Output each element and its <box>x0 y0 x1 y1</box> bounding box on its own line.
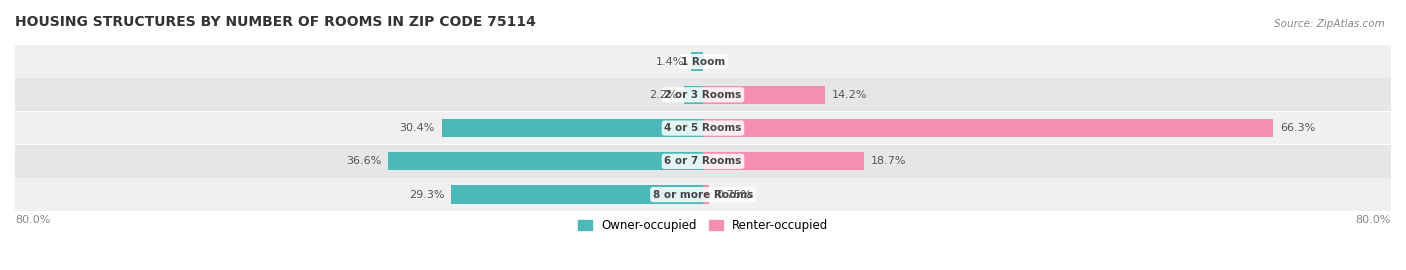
Legend: Owner-occupied, Renter-occupied: Owner-occupied, Renter-occupied <box>572 214 834 237</box>
Bar <box>690 52 703 71</box>
Bar <box>388 152 703 170</box>
Bar <box>15 79 1391 111</box>
Text: 2 or 3 Rooms: 2 or 3 Rooms <box>665 90 741 100</box>
Text: 4 or 5 Rooms: 4 or 5 Rooms <box>664 123 742 133</box>
Bar <box>703 86 825 104</box>
Text: 8 or more Rooms: 8 or more Rooms <box>652 190 754 200</box>
Text: 0.75%: 0.75% <box>716 190 752 200</box>
Text: 6 or 7 Rooms: 6 or 7 Rooms <box>664 156 742 166</box>
Bar <box>15 178 1391 211</box>
Bar <box>703 119 1274 137</box>
Text: 66.3%: 66.3% <box>1279 123 1315 133</box>
Bar <box>15 112 1391 144</box>
Bar <box>703 185 710 204</box>
Text: 30.4%: 30.4% <box>399 123 434 133</box>
Text: 18.7%: 18.7% <box>870 156 907 166</box>
Bar <box>451 185 703 204</box>
Bar <box>441 119 703 137</box>
Text: 80.0%: 80.0% <box>1355 215 1391 225</box>
Text: 36.6%: 36.6% <box>346 156 381 166</box>
Text: 14.2%: 14.2% <box>832 90 868 100</box>
Text: 2.2%: 2.2% <box>648 90 678 100</box>
Text: 1 Room: 1 Room <box>681 56 725 66</box>
Text: Source: ZipAtlas.com: Source: ZipAtlas.com <box>1274 19 1385 29</box>
Bar <box>15 45 1391 78</box>
Text: 1.4%: 1.4% <box>655 56 685 66</box>
Bar <box>703 152 863 170</box>
Text: 29.3%: 29.3% <box>409 190 444 200</box>
Bar <box>685 86 703 104</box>
Text: 80.0%: 80.0% <box>15 215 51 225</box>
Text: HOUSING STRUCTURES BY NUMBER OF ROOMS IN ZIP CODE 75114: HOUSING STRUCTURES BY NUMBER OF ROOMS IN… <box>15 15 536 29</box>
Bar <box>15 145 1391 178</box>
